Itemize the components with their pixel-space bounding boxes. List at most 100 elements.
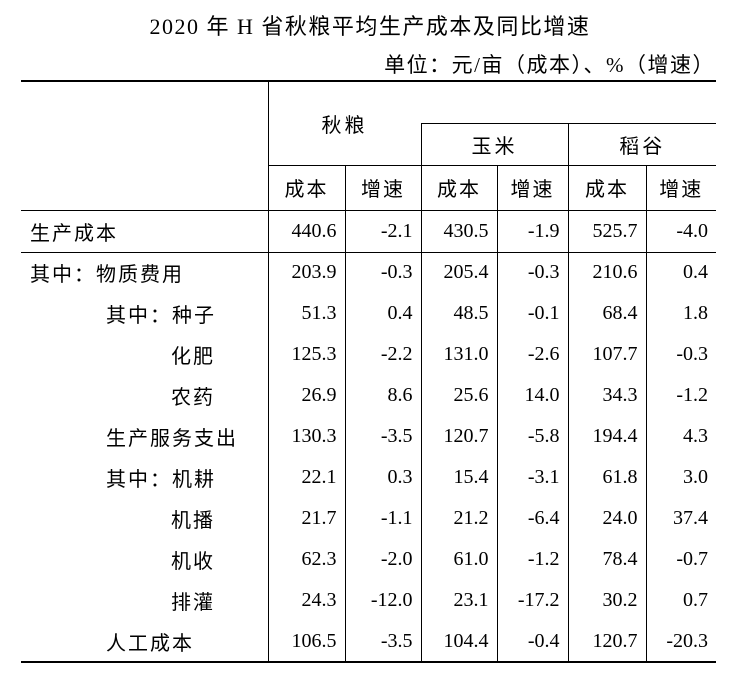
cell-autumn-cost: 440.6 — [267, 210, 345, 253]
group-header-corn: 玉米 — [420, 123, 568, 166]
corner-cell — [21, 81, 269, 211]
row-label: 其中：物质费用 — [30, 264, 184, 287]
cell-corn-growth: -3.1 — [496, 457, 568, 498]
cell-autumn-growth: -1.1 — [344, 498, 421, 539]
cell-corn-cost: 430.5 — [420, 210, 497, 253]
cell-rice-cost: 525.7 — [567, 210, 646, 253]
cell-rice-cost: 61.8 — [567, 457, 646, 498]
cell-autumn-cost: 130.3 — [267, 416, 345, 457]
row-label: 其中：机耕 — [106, 469, 216, 491]
subheader-corn-cost: 成本 — [420, 165, 497, 211]
cell-rice-cost: 24.0 — [567, 498, 646, 539]
table-row: 机播 21.7 -1.1 21.2 -6.4 24.0 37.4 — [21, 498, 716, 539]
subheader-corn-growth: 增速 — [496, 165, 568, 211]
cell-corn-cost: 131.0 — [420, 334, 497, 375]
cell-rice-cost: 68.4 — [567, 293, 646, 334]
cell-autumn-growth: 8.6 — [344, 375, 421, 416]
row-label: 化肥 — [171, 346, 215, 368]
cell-corn-growth: -0.4 — [496, 621, 568, 663]
row-label: 机收 — [171, 551, 215, 573]
row-label: 生产服务支出 — [106, 428, 238, 450]
cell-autumn-growth: -2.2 — [344, 334, 421, 375]
cell-corn-growth: -2.6 — [496, 334, 568, 375]
table-row: 其中：物质费用 203.9 -0.3 205.4 -0.3 210.6 0.4 — [21, 252, 716, 293]
cell-rice-growth: -0.7 — [645, 539, 716, 580]
table-row: 农药 26.9 8.6 25.6 14.0 34.3 -1.2 — [21, 375, 716, 416]
table-row: 其中：机耕 22.1 0.3 15.4 -3.1 61.8 3.0 — [21, 457, 716, 498]
cell-corn-growth: -1.9 — [496, 210, 568, 253]
row-label: 人工成本 — [21, 621, 268, 663]
cell-rice-growth: -0.3 — [645, 334, 716, 375]
cell-autumn-growth: -2.1 — [344, 210, 421, 253]
cell-autumn-growth: -2.0 — [344, 539, 421, 580]
cell-autumn-growth: 0.4 — [344, 293, 421, 334]
cell-corn-cost: 25.6 — [420, 375, 497, 416]
group-header-autumn-grain: 秋粮 — [268, 81, 421, 166]
cell-rice-growth: -1.2 — [645, 375, 716, 416]
page-title: 2020 年 H 省秋粮平均生产成本及同比增速 — [149, 14, 591, 39]
cell-autumn-cost: 62.3 — [267, 539, 345, 580]
cell-autumn-growth: -3.5 — [344, 416, 421, 457]
row-label: 其中：种子 — [106, 305, 216, 327]
cell-autumn-cost: 125.3 — [267, 334, 345, 375]
row-label: 排灌 — [171, 592, 215, 614]
cell-corn-growth: 14.0 — [496, 375, 568, 416]
cost-table: 秋粮 玉米 稻谷 成本 增速 成本 增速 成本 增速 生产成本 440.6 -2… — [21, 80, 716, 663]
group-header-rice: 稻谷 — [567, 123, 716, 166]
cell-rice-cost: 194.4 — [567, 416, 646, 457]
row-label: 农药 — [171, 387, 215, 409]
cell-corn-cost: 120.7 — [420, 416, 497, 457]
cell-rice-cost: 34.3 — [567, 375, 646, 416]
table-header: 秋粮 玉米 稻谷 成本 增速 成本 增速 成本 增速 — [21, 81, 716, 211]
cell-autumn-growth: -12.0 — [344, 580, 421, 621]
cell-corn-cost: 61.0 — [420, 539, 497, 580]
cell-corn-cost: 15.4 — [420, 457, 497, 498]
unit-note: 单位：元/亩（成本）、%（增速） — [384, 53, 715, 77]
cell-rice-growth: -20.3 — [645, 621, 716, 663]
cell-corn-growth: -0.3 — [496, 252, 568, 293]
cell-autumn-cost: 26.9 — [267, 375, 345, 416]
cell-autumn-cost: 106.5 — [267, 621, 345, 663]
cell-autumn-cost: 24.3 — [267, 580, 345, 621]
table-row: 化肥 125.3 -2.2 131.0 -2.6 107.7 -0.3 — [21, 334, 716, 375]
cell-rice-growth: 0.7 — [645, 580, 716, 621]
row-label: 机播 — [171, 510, 215, 532]
cell-rice-growth: 4.3 — [645, 416, 716, 457]
cell-rice-growth: 37.4 — [645, 498, 716, 539]
subheader-rice-growth: 增速 — [645, 165, 716, 211]
subheader-autumn-cost: 成本 — [267, 165, 345, 211]
cell-autumn-cost: 203.9 — [267, 252, 345, 293]
table-row: 生产成本 440.6 -2.1 430.5 -1.9 525.7 -4.0 — [21, 210, 716, 253]
cell-corn-growth: -1.2 — [496, 539, 568, 580]
subheader-rice-cost: 成本 — [567, 165, 646, 211]
cell-autumn-cost: 51.3 — [267, 293, 345, 334]
table-body: 生产成本 440.6 -2.1 430.5 -1.9 525.7 -4.0 其中… — [21, 210, 716, 663]
cell-rice-cost: 30.2 — [567, 580, 646, 621]
cell-rice-growth: 1.8 — [645, 293, 716, 334]
table-row: 生产服务支出 130.3 -3.5 120.7 -5.8 194.4 4.3 — [21, 416, 716, 457]
cell-corn-cost: 48.5 — [420, 293, 497, 334]
cell-rice-cost: 210.6 — [567, 252, 646, 293]
table-row: 机收 62.3 -2.0 61.0 -1.2 78.4 -0.7 — [21, 539, 716, 580]
row-label: 生产成本 — [21, 210, 268, 253]
cell-corn-growth: -0.1 — [496, 293, 568, 334]
cell-autumn-growth: -0.3 — [344, 252, 421, 293]
cell-corn-cost: 205.4 — [420, 252, 497, 293]
cell-corn-cost: 23.1 — [420, 580, 497, 621]
cell-rice-cost: 107.7 — [567, 334, 646, 375]
table-row: 其中：种子 51.3 0.4 48.5 -0.1 68.4 1.8 — [21, 293, 716, 334]
cell-rice-cost: 78.4 — [567, 539, 646, 580]
cell-autumn-growth: -3.5 — [344, 621, 421, 663]
cell-autumn-growth: 0.3 — [344, 457, 421, 498]
cell-corn-cost: 104.4 — [420, 621, 497, 663]
cell-autumn-cost: 21.7 — [267, 498, 345, 539]
header-spacer — [421, 81, 716, 124]
cell-rice-growth: 3.0 — [645, 457, 716, 498]
cell-corn-growth: -17.2 — [496, 580, 568, 621]
cell-rice-cost: 120.7 — [567, 621, 646, 663]
table-row: 人工成本 106.5 -3.5 104.4 -0.4 120.7 -20.3 — [21, 621, 716, 663]
cell-corn-growth: -5.8 — [496, 416, 568, 457]
cell-rice-growth: -4.0 — [645, 210, 716, 253]
cell-corn-growth: -6.4 — [496, 498, 568, 539]
subheader-autumn-growth: 增速 — [344, 165, 421, 211]
